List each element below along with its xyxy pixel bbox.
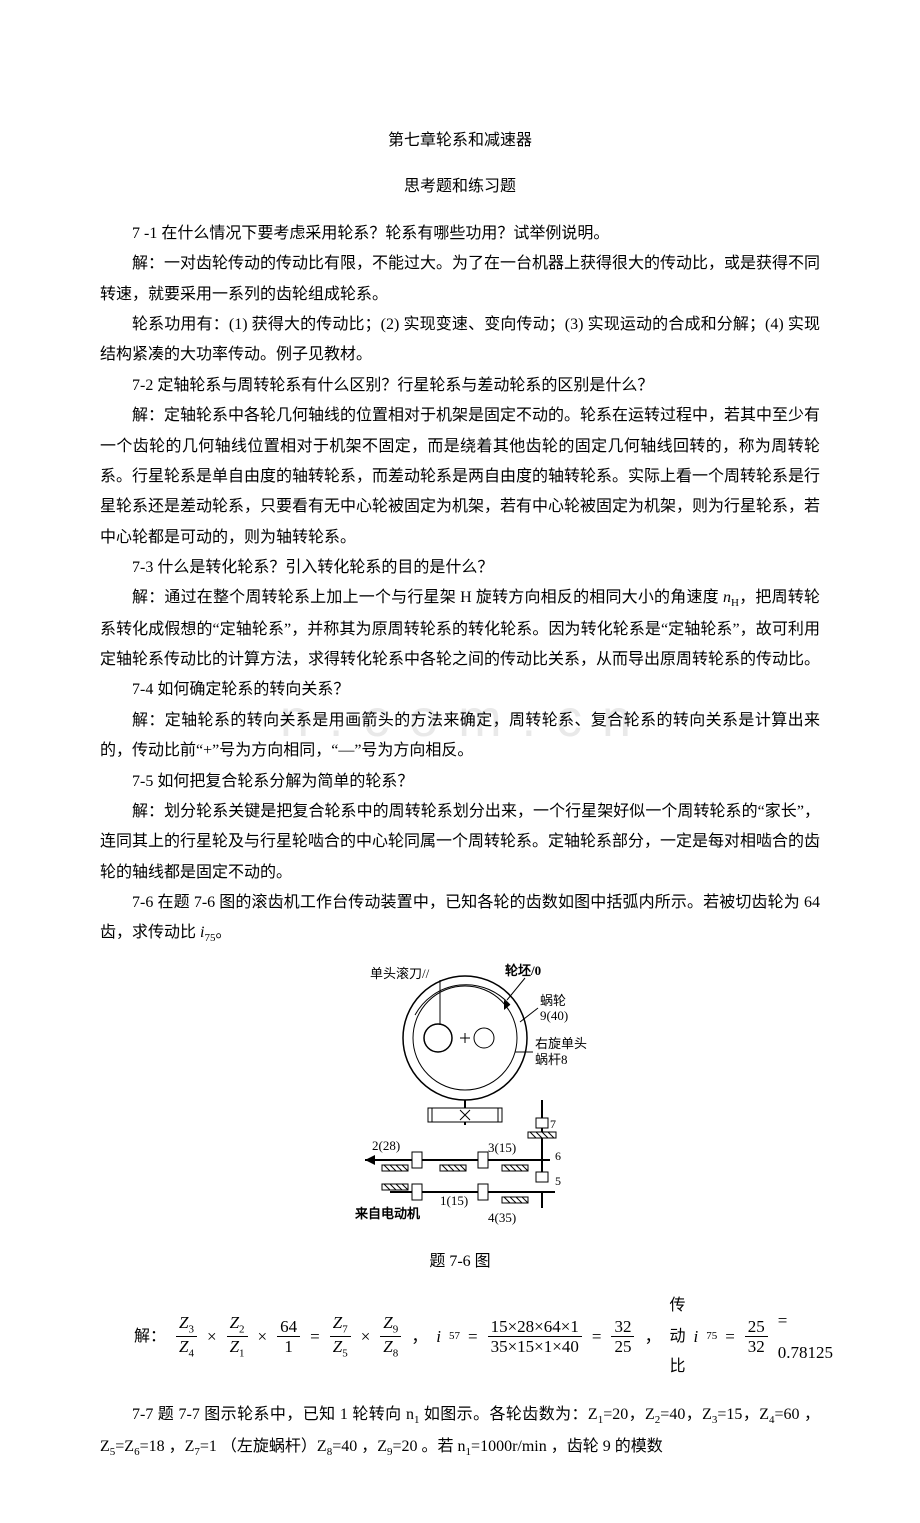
svg-text:轮坯/0: 轮坯/0: [505, 963, 541, 978]
figure-7-6: 单头滚刀// 轮坯/0 蜗轮 9(40) 右旋单头 蜗杆8: [100, 960, 820, 1241]
sub-75: 75: [204, 933, 215, 945]
answer-7-1a: 解：一对齿轮传动的传动比有限，不能过大。为了在一台机器上获得很大的传动比，或是获…: [100, 249, 820, 310]
svg-text:5: 5: [555, 1174, 561, 1188]
svg-text:2(28): 2(28): [372, 1138, 400, 1153]
frac-z3z4: Z3 Z4: [176, 1313, 197, 1360]
svg-text:4(35): 4(35): [488, 1210, 516, 1225]
eq: =: [592, 1321, 602, 1353]
question-7-4: 7-4 如何确定轮系的转向关系？: [100, 675, 820, 705]
frac-z9z8: Z9 Z8: [380, 1313, 401, 1360]
question-7-2: 7-2 定轴轮系与周转轮系有什么区别？行星轮系与差动轮系的区别是什么？: [100, 371, 820, 401]
question-7-7: 7-7 题 7-7 图示轮系中，已知 1 轮转向 n1 如图示。各轮齿数为：Z1…: [100, 1400, 820, 1462]
chapter-title: 第七章轮系和减速器: [100, 126, 820, 156]
svg-text:1(15): 1(15): [440, 1193, 468, 1208]
var-n: n: [723, 589, 731, 606]
question-7-3: 7-3 什么是转化轮系？引入转化轮系的目的是什么？: [100, 553, 820, 583]
frac-64-1: 64 1: [277, 1317, 300, 1357]
i75-i: i: [693, 1321, 698, 1353]
comma: ，: [411, 1321, 428, 1353]
answer-7-5: 解：划分轮系关键是把复合轮系中的周转轮系划分出来，一个行星架好似一个周转轮系的“…: [100, 797, 820, 888]
eq: =: [310, 1321, 320, 1353]
frac-rhs2: 32 25: [611, 1317, 634, 1357]
svg-text:蜗杆8: 蜗杆8: [535, 1052, 568, 1067]
svg-text:9(40): 9(40): [540, 1008, 568, 1023]
answer-7-2: 解：定轴轮系中各轮几何轴线的位置相对于机架是固定不动的。轮系在运转过程中，若其中…: [100, 401, 820, 553]
svg-text:右旋单头: 右旋单头: [535, 1036, 587, 1051]
svg-text:单头滚刀//: 单头滚刀//: [370, 966, 430, 981]
times: ×: [207, 1321, 217, 1353]
svg-text:3(15): 3(15): [488, 1140, 516, 1155]
frac-z2z1: Z2 Z1: [227, 1313, 248, 1360]
text: 。: [215, 924, 231, 941]
times: ×: [258, 1321, 268, 1353]
frac-z7z5: Z7 Z5: [330, 1313, 351, 1360]
answer-7-3: 解：通过在整个周转轮系上加上一个与行星架 H 旋转方向相反的相同大小的角速度 n…: [100, 583, 820, 675]
text: 解：通过在整个周转轮系上加上一个与行星架 H 旋转方向相反的相同大小的角速度: [132, 589, 723, 606]
solve-label: 解：: [134, 1322, 166, 1352]
question-7-6: 7-6 在题 7-6 图的滚齿机工作台传动装置中，已知各轮的齿数如图中括弧内所示…: [100, 888, 820, 949]
question-7-1: 7 -1 在什么情况下要考虑采用轮系？轮系有哪些功用？试举例说明。: [100, 219, 820, 249]
diagram-svg: 单头滚刀// 轮坯/0 蜗轮 9(40) 右旋单头 蜗杆8: [310, 960, 610, 1230]
question-7-5: 7-5 如何把复合轮系分解为简单的轮系？: [100, 767, 820, 797]
answer-7-1b: 轮系功用有：(1) 获得大的传动比；(2) 实现变速、变向传动；(3) 实现运动…: [100, 310, 820, 371]
i57-i: i: [436, 1321, 441, 1353]
i75-sub: 75: [706, 1326, 717, 1347]
svg-text:蜗轮: 蜗轮: [540, 993, 566, 1008]
svg-text:7: 7: [550, 1117, 556, 1131]
section-title: 思考题和练习题: [100, 172, 820, 202]
svg-text:6: 6: [555, 1149, 561, 1163]
eq: =: [725, 1321, 735, 1353]
answer-7-4: 解：定轴轮系的转向关系是用画箭头的方法来确定，周转轮系、复合轮系的转向关系是计算…: [100, 706, 820, 767]
final-val: = 0.78125: [778, 1305, 833, 1370]
times: ×: [361, 1321, 371, 1353]
i57-sub: 57: [449, 1326, 460, 1347]
ratio-text: 传动比: [669, 1291, 685, 1382]
frac-rhs1: 15×28×64×1 35×15×1×40: [488, 1317, 582, 1357]
sub-h: H: [731, 598, 739, 610]
comma: ，: [644, 1321, 661, 1353]
document-content: 第七章轮系和减速器 思考题和练习题 7 -1 在什么情况下要考虑采用轮系？轮系有…: [100, 126, 820, 1463]
frac-rhs3: 25 32: [745, 1317, 768, 1357]
eq: =: [468, 1321, 478, 1353]
solution-formula: 解： Z3 Z4 × Z2 Z1 × 64 1 = Z7 Z5 × Z9: [100, 1291, 820, 1382]
svg-text:来自电动机: 来自电动机: [354, 1206, 420, 1221]
figure-caption: 题 7-6 图: [100, 1247, 820, 1277]
